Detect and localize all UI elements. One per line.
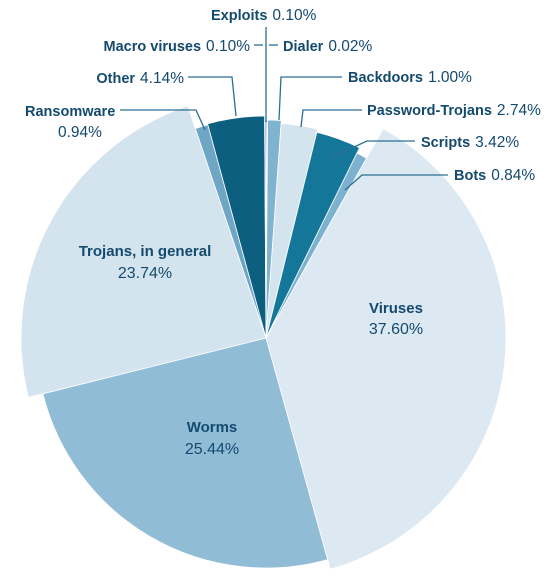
label-dialer: Dialer 0.02%: [283, 38, 372, 55]
pie-slices: [20, 105, 507, 570]
label-bots: Bots 0.84%: [454, 167, 535, 184]
label-worms-value: 25.44%: [185, 441, 239, 458]
slice-scripts: [265, 131, 361, 339]
leader-line-bots: [344, 174, 448, 191]
label-exploits: Exploits 0.10%: [211, 7, 317, 24]
label-trojans-name: Trojans, in general: [79, 243, 212, 260]
label-password-trojans: Password-Trojans 2.74%: [367, 102, 541, 119]
slice-trojans-in-general: [20, 105, 267, 398]
leader-lines: [120, 27, 448, 191]
leader-line-ransomware: [120, 109, 206, 131]
label-viruses-name: Viruses: [369, 300, 423, 317]
leader-line-other: [188, 76, 237, 117]
label-scripts: Scripts 3.42%: [421, 134, 519, 151]
label-ransomware-value: 0.94%: [58, 124, 102, 141]
leader-line-password-trojans: [300, 109, 362, 128]
slice-other: [207, 115, 267, 339]
slice-worms: [42, 337, 329, 569]
label-ransomware-name: Ransomware: [25, 104, 115, 120]
label-worms-name: Worms: [187, 419, 238, 436]
slice-labels: Exploits 0.10% Macro viruses 0.10% Dialer 0…: [25, 7, 541, 458]
label-macro-viruses: Macro viruses 0.10%: [104, 38, 251, 55]
label-other: Other 4.14%: [96, 70, 184, 87]
label-backdoors: Backdoors 1.00%: [348, 69, 472, 86]
slice-viruses: [265, 127, 507, 570]
label-viruses-value: 37.60%: [369, 321, 423, 338]
label-trojans-value: 23.74%: [118, 265, 172, 282]
leader-line-backdoors: [278, 76, 342, 121]
leader-line-scripts: [329, 140, 415, 159]
